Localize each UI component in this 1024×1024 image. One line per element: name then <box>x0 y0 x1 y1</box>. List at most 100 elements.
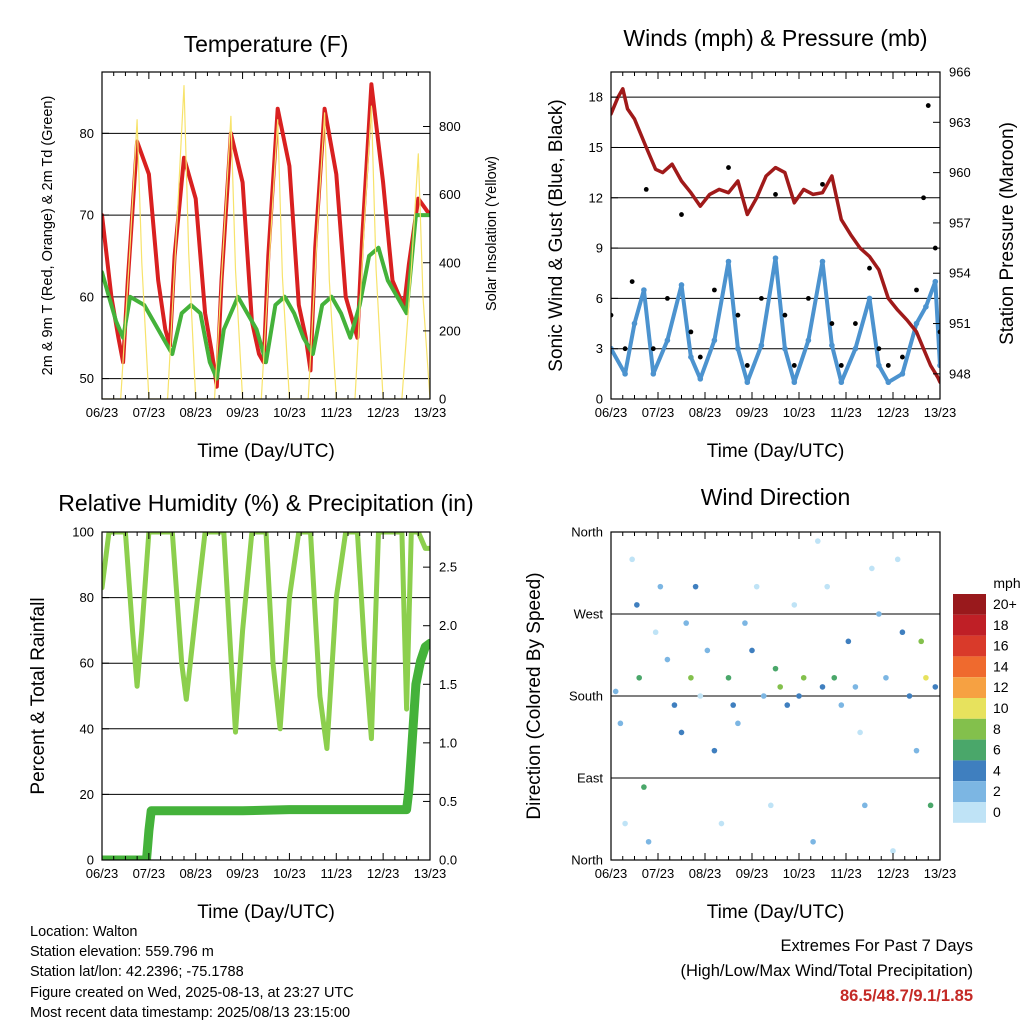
chart-title: Relative Humidity (%) & Precipitation (i… <box>58 490 473 516</box>
y-tick-label: 0 <box>596 392 603 407</box>
y-right-tick-label: 1.0 <box>439 735 457 750</box>
direction-point <box>927 802 934 809</box>
gust-point <box>629 279 635 285</box>
pressure-line <box>611 87 940 384</box>
y-right-tick-label: 948 <box>949 366 971 381</box>
y-right-tick-label: 1.5 <box>439 677 457 692</box>
gust-point <box>838 363 844 368</box>
y-right-axis-label: Solar Insolation (Yellow) <box>484 156 500 311</box>
y-right-tick-label: 200 <box>439 323 461 338</box>
rh-line <box>102 532 430 751</box>
x-tick-label: 08/23 <box>179 405 212 420</box>
direction-point <box>791 602 798 608</box>
chart-title: Temperature (F) <box>184 31 349 57</box>
gust-point <box>726 165 731 170</box>
colorbar-level: 16 <box>993 638 1009 654</box>
direction-point <box>753 583 760 590</box>
colorbar-swatch <box>953 718 986 740</box>
figure-created: Figure created on Wed, 2025-08-13, at 23… <box>30 984 354 1001</box>
direction-point <box>857 729 863 736</box>
x-tick-label: 09/23 <box>736 405 769 420</box>
direction-point <box>652 629 659 636</box>
gust-point <box>900 354 905 360</box>
precip-line <box>102 638 430 860</box>
gust-point <box>829 321 835 326</box>
x-tick-label: 13/23 <box>414 866 447 881</box>
colorbar: mph 20+ 18 16 14 12 10 8 6 4 2 0 <box>953 575 1021 823</box>
y-tick-label: 0 <box>87 853 94 868</box>
direction-point <box>742 620 748 626</box>
direction-point <box>768 802 774 809</box>
direction-point <box>899 629 906 636</box>
y-tick-label: West <box>574 607 604 622</box>
colorbar-swatch <box>953 802 986 823</box>
chart-title: Wind Direction <box>701 484 851 510</box>
y-right-tick-label: 600 <box>439 187 461 202</box>
x-tick-label: 12/23 <box>877 866 910 881</box>
x-tick-label: 09/23 <box>736 866 769 881</box>
x-tick-label: 12/23 <box>877 405 910 420</box>
x-tick-label: 11/23 <box>320 866 352 881</box>
direction-point <box>718 820 725 827</box>
gust-point <box>791 363 797 368</box>
y-axis-label: Direction (Colored By Speed) <box>524 572 545 819</box>
colorbar-label: mph <box>993 575 1020 591</box>
gust-point <box>853 321 858 326</box>
direction-point <box>683 620 689 626</box>
direction-point <box>869 565 875 572</box>
wind-line <box>611 256 940 385</box>
x-axis-label: Time (Day/UTC) <box>197 902 335 923</box>
gust-point <box>925 103 931 108</box>
direction-point <box>784 702 791 708</box>
colorbar-level: 0 <box>993 804 1001 820</box>
station-latlon: Station lat/lon: 42.2396; -75.1788 <box>30 964 244 981</box>
y-right-tick-label: 0.5 <box>439 794 457 809</box>
direction-point <box>622 820 628 827</box>
panel-humidity: 06/23 07/23 08/23 09/23 10/23 11/23 12/23 13/23… <box>28 490 474 923</box>
direction-point <box>838 702 845 708</box>
direction-point <box>876 611 882 617</box>
y-right-tick-label: 963 <box>949 115 971 130</box>
x-tick-label: 07/23 <box>642 866 675 881</box>
direction-point <box>671 702 678 708</box>
y-tick-label: 70 <box>80 208 94 223</box>
direction-point <box>634 602 640 608</box>
plot-area <box>102 532 430 860</box>
direction-point <box>819 684 826 690</box>
colorbar-swatch <box>953 781 986 802</box>
y-tick-label: 40 <box>80 721 94 736</box>
y-tick-label: 80 <box>80 126 94 141</box>
x-tick-label: 08/23 <box>689 405 722 420</box>
x-tick-label: 07/23 <box>133 866 166 881</box>
y-right-tick-label: 800 <box>439 119 461 134</box>
gust-point <box>876 346 882 352</box>
y-axis-label: Sonic Wind & Gust (Blue, Black) <box>546 99 567 371</box>
colorbar-level: 2 <box>993 783 1001 799</box>
x-tick-label: 13/23 <box>414 405 447 420</box>
y-right-tick-label: 0.0 <box>439 853 457 868</box>
gust-point <box>712 287 717 293</box>
direction-point <box>760 693 767 699</box>
y-tick-label: South <box>569 689 603 704</box>
colorbar-level: 12 <box>993 679 1009 695</box>
y-right-tick-label: 966 <box>949 65 971 80</box>
y-tick-label: 6 <box>596 291 603 306</box>
colorbar-swatch <box>953 614 986 636</box>
x-tick-label: 13/23 <box>924 866 957 881</box>
y-tick-label: East <box>577 771 603 786</box>
x-axis-label: Time (Day/UTC) <box>707 902 845 923</box>
x-tick-label: 09/23 <box>226 405 259 420</box>
x-tick-label: 06/23 <box>595 866 628 881</box>
x-tick-label: 11/23 <box>320 405 352 420</box>
y-tick-label: 18 <box>589 90 603 105</box>
x-tick-label: 10/23 <box>783 866 816 881</box>
y-right-tick-label: 951 <box>949 316 971 331</box>
direction-point <box>629 556 635 563</box>
gust-point <box>688 329 694 335</box>
direction-point <box>923 674 929 681</box>
panel-temperature: 06/23 07/23 08/23 09/23 10/23 11/23 12/23 13/23… <box>40 31 500 462</box>
direction-point <box>810 838 816 845</box>
direction-point <box>645 838 652 845</box>
extremes-values: 86.5/48.7/9.1/1.85 <box>839 987 973 1005</box>
